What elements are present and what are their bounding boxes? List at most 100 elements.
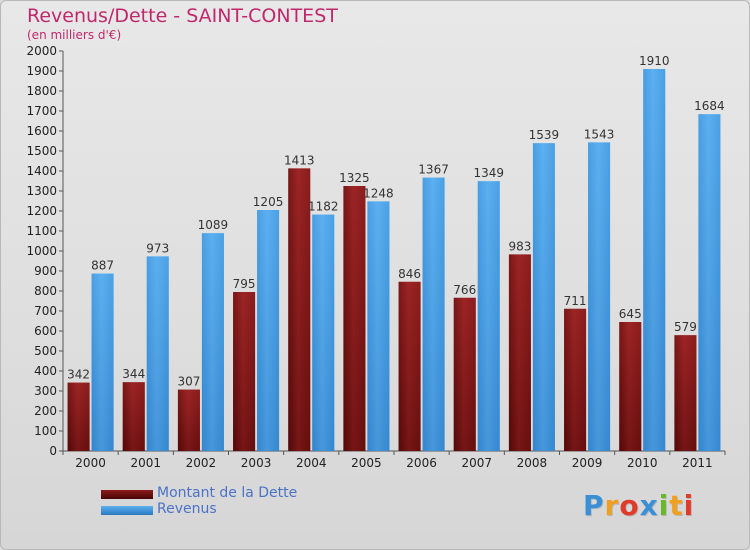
x-tick-label: 2000 <box>75 456 106 470</box>
bar-debt-shade <box>67 382 90 451</box>
data-label-revenue: 1367 <box>418 163 449 177</box>
data-label-debt: 1325 <box>339 171 370 185</box>
legend-swatch-debt <box>101 490 153 499</box>
data-label-debt: 344 <box>122 367 145 381</box>
legend-swatch-revenue <box>101 506 153 515</box>
x-tick-label: 2009 <box>572 456 603 470</box>
data-label-debt: 645 <box>619 307 642 321</box>
bar-revenue-shade <box>477 181 500 451</box>
data-label-revenue: 1539 <box>529 128 560 142</box>
y-tick-label: 1200 <box>26 204 57 218</box>
data-label-revenue: 1248 <box>363 186 394 200</box>
y-tick-label: 1000 <box>26 244 57 258</box>
bar-debt-shade <box>177 389 200 451</box>
y-tick-label: 1300 <box>26 184 57 198</box>
data-label-revenue: 1349 <box>473 166 504 180</box>
axes: 0 100 200 300 400 500 600 700 800 900 1000 1100 1200… <box>26 44 726 470</box>
y-tick-label: 400 <box>34 364 57 378</box>
data-label-debt: 1413 <box>284 153 315 167</box>
logo-letter: i <box>683 489 695 522</box>
data-label-debt: 579 <box>674 320 697 334</box>
y-tick-label: 100 <box>34 424 57 438</box>
y-tick-label: 0 <box>49 444 57 458</box>
data-label-debt: 711 <box>564 294 587 308</box>
y-tick-label: 500 <box>34 344 57 358</box>
y-tick-label: 1500 <box>26 144 57 158</box>
y-tick-label: 1600 <box>26 124 57 138</box>
bars <box>67 69 721 451</box>
data-label-revenue: 1543 <box>584 127 615 141</box>
data-label-debt: 766 <box>453 283 476 297</box>
data-label-debt: 983 <box>508 239 531 253</box>
bar-revenue-shade <box>257 210 280 451</box>
y-tick-label: 800 <box>34 284 57 298</box>
x-tick-label: 2006 <box>406 456 437 470</box>
bar-revenue-shade <box>588 142 611 451</box>
bar-debt-shade <box>453 297 476 451</box>
bar-debt-shade <box>343 186 366 451</box>
bar-revenue-shade <box>643 69 666 451</box>
data-label-revenue: 1089 <box>198 218 229 232</box>
y-tick-label: 600 <box>34 324 57 338</box>
data-label-revenue: 1684 <box>694 99 725 113</box>
x-tick-label: 2007 <box>461 456 492 470</box>
x-tick-label: 2003 <box>241 456 272 470</box>
bar-revenue-shade <box>532 143 555 451</box>
bar-debt-shade <box>619 322 642 451</box>
y-tick-label: 2000 <box>26 44 57 58</box>
bar-debt-shade <box>122 382 145 451</box>
bar-debt-shade <box>233 292 256 451</box>
bar-revenue-shade <box>91 273 114 451</box>
y-tick-label: 1800 <box>26 84 57 98</box>
data-label-debt: 795 <box>233 277 256 291</box>
logo-letter: i <box>658 489 670 522</box>
bar-debt-shade <box>288 168 311 451</box>
data-label-debt: 342 <box>67 368 90 382</box>
data-label-debt: 846 <box>398 267 421 281</box>
data-label-revenue: 1182 <box>308 200 339 214</box>
x-tick-label: 2010 <box>627 456 658 470</box>
bar-debt-shade <box>674 335 697 451</box>
y-tick-label: 900 <box>34 264 57 278</box>
bar-revenue-shade <box>698 114 721 451</box>
chart-subtitle: (en milliers d'€) <box>27 28 122 42</box>
data-label-revenue: 973 <box>146 241 169 255</box>
data-label-revenue: 887 <box>91 259 114 273</box>
chart-title: Revenus/Dette - SAINT-CONTEST <box>27 5 338 27</box>
bar-chart: 0 100 200 300 400 500 600 700 800 900 1000 1100 1200… <box>26 44 726 470</box>
x-tick-label: 2011 <box>682 456 713 470</box>
logo-letter: P <box>583 489 605 522</box>
bar-revenue-shade <box>201 233 224 451</box>
y-tick-label: 200 <box>34 404 57 418</box>
y-tick-label: 300 <box>34 384 57 398</box>
logo-letter: x <box>639 489 659 522</box>
data-label-revenue: 1205 <box>253 195 284 209</box>
x-tick-label: 2008 <box>517 456 548 470</box>
x-tick-label: 2002 <box>186 456 217 470</box>
y-tick-label: 1400 <box>26 164 57 178</box>
legend-label-debt: Montant de la Dette <box>157 485 298 501</box>
data-label-revenue: 1910 <box>639 54 670 68</box>
x-tick-label: 2001 <box>130 456 161 470</box>
bar-debt-shade <box>398 281 421 451</box>
y-tick-label: 700 <box>34 304 57 318</box>
bar-revenue-shade <box>367 201 390 451</box>
bar-revenue-shade <box>422 177 445 451</box>
x-tick-label: 2004 <box>296 456 327 470</box>
logo-letter: o <box>619 489 640 522</box>
bar-revenue-shade <box>312 214 335 451</box>
y-tick-label: 1100 <box>26 224 57 238</box>
logo-letter: r <box>604 489 620 522</box>
logo-letter: t <box>669 489 684 522</box>
legend-label-revenue: Revenus <box>157 501 217 517</box>
bar-debt-shade <box>508 254 531 451</box>
data-label-debt: 307 <box>177 375 200 389</box>
bar-revenue-shade <box>146 256 169 451</box>
y-tick-label: 1700 <box>26 104 57 118</box>
data-labels: 342 887 344 973 307 1089 795 1205 1413 1182 132512… <box>67 54 725 389</box>
proxiti-logo: Proxiti <box>583 489 694 522</box>
bar-debt-shade <box>564 308 587 451</box>
y-tick-label: 1900 <box>26 64 57 78</box>
x-tick-label: 2005 <box>351 456 382 470</box>
